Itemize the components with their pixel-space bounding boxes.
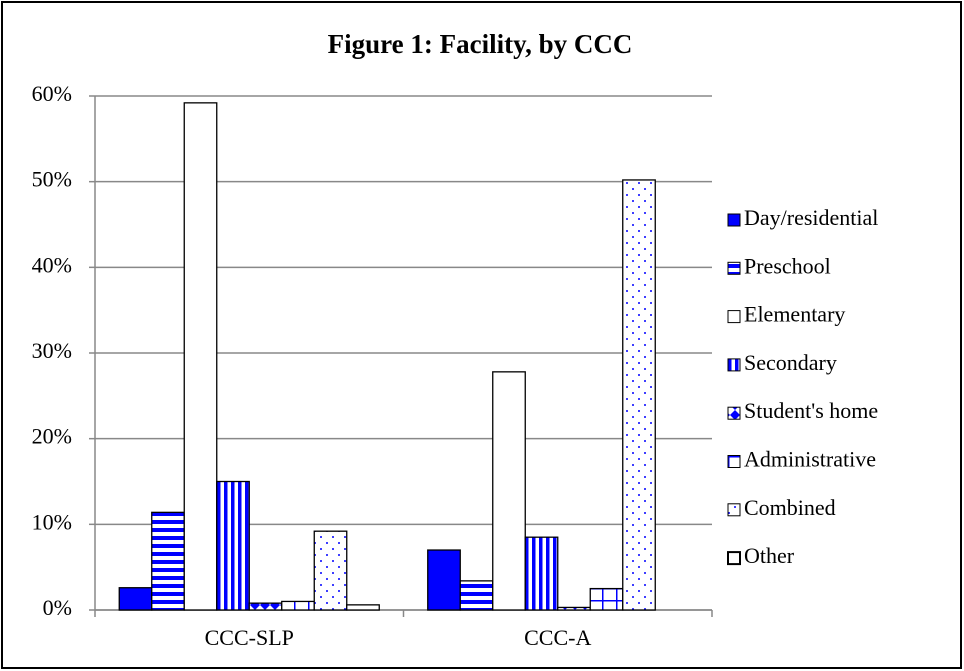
legend-swatch	[727, 455, 741, 468]
chart-title: Figure 1: Facility, by CCC	[328, 29, 633, 59]
legend-swatch	[727, 213, 741, 227]
bar	[118, 587, 153, 611]
y-tick-label: 10%	[32, 509, 72, 534]
bar	[589, 587, 624, 611]
legend-swatch	[727, 503, 741, 517]
legend-swatch	[727, 406, 741, 420]
bar	[622, 179, 656, 611]
bar	[313, 530, 348, 611]
bar	[427, 549, 461, 611]
bar	[346, 604, 380, 611]
bar	[151, 511, 185, 611]
y-tick-label: 50%	[32, 167, 72, 192]
y-tick-label: 60%	[32, 81, 72, 106]
legend-swatch	[727, 310, 741, 324]
legend-label: Day/residential	[744, 205, 878, 230]
y-tick-label: 20%	[32, 424, 72, 449]
bar	[281, 600, 315, 611]
bar	[183, 102, 218, 611]
legend-swatch	[727, 358, 741, 372]
legend-label: Other	[744, 543, 795, 568]
bar	[557, 606, 591, 611]
x-tick-label: CCC-SLP	[205, 625, 294, 650]
legend-swatch	[727, 261, 741, 275]
bar	[216, 480, 250, 611]
bar	[524, 536, 559, 611]
bar	[459, 580, 494, 611]
bar	[492, 371, 526, 611]
legend-label: Secondary	[744, 350, 837, 375]
x-tick-label: CCC-A	[524, 625, 591, 650]
legend-swatch	[727, 551, 741, 566]
legend-label: Preschool	[744, 253, 831, 278]
legend-label: Student's home	[744, 398, 878, 423]
y-tick-label: 0%	[43, 595, 72, 620]
legend-label: Administrative	[744, 447, 876, 472]
legend-label: Combined	[744, 495, 836, 520]
legend-label: Elementary	[744, 302, 845, 327]
y-tick-label: 40%	[32, 252, 72, 277]
y-tick-label: 30%	[32, 338, 72, 363]
bar	[248, 602, 283, 611]
